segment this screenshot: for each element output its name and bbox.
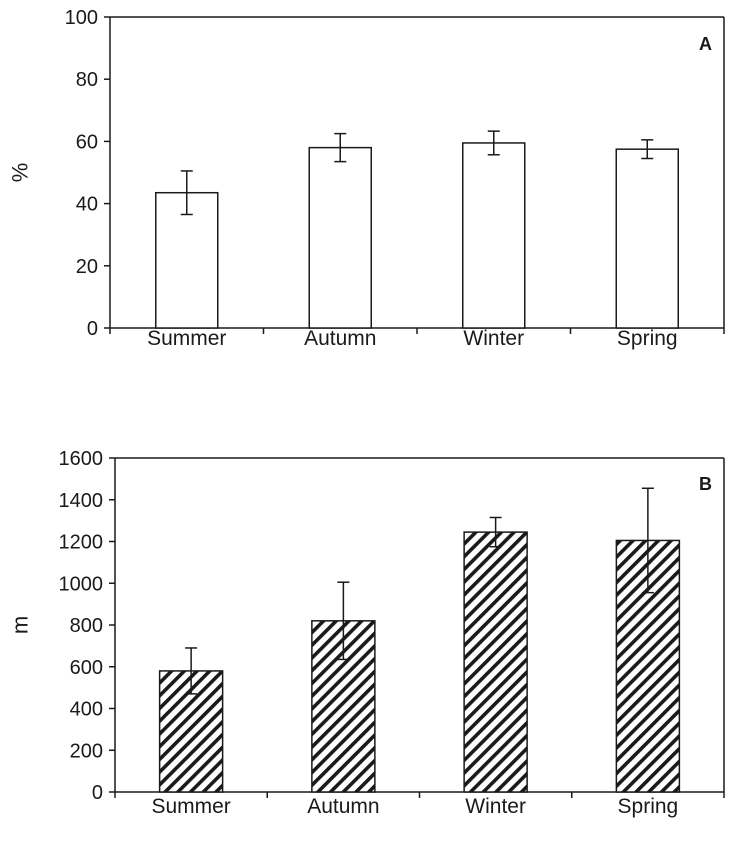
panel-a-y-tick-label: 0 (87, 318, 98, 340)
panel-b-y-tick-label: 1600 (59, 448, 104, 470)
panel-a-y-tick-label: 40 (76, 194, 98, 216)
panel-b-category-label: Spring (618, 795, 679, 818)
panel-b-bar-winter (463, 531, 528, 793)
panel-b-category-label: Winter (465, 795, 526, 818)
panel-b-y-tick-label: 200 (70, 740, 103, 762)
panel-a-y-axis-title: % (8, 163, 33, 183)
panel-b-y-tick-label: 0 (92, 782, 103, 804)
panel-b-category-label: Summer (151, 795, 230, 818)
panel-a-bar-summer (155, 191, 219, 329)
panel-a-y-tick-label: 60 (76, 131, 98, 153)
panel-b-y-tick-label: 1400 (59, 490, 104, 512)
panel-b-y-tick-label: 400 (70, 699, 103, 721)
panel-a-y-tick-label: 100 (65, 7, 98, 29)
panel-a-category-label: Spring (617, 327, 678, 350)
panel-a-chart: 0 20 40 60 80 100 Summer Autumn Winter Spring% A (8, 7, 725, 350)
panel-b-chart: 0 200 400 600 800 1000 1200 1400 1600 Summer Autum… (8, 448, 725, 818)
panel-a-panel-letter: A (699, 34, 712, 54)
panel-b-y-tick-label: 800 (70, 615, 103, 637)
panel-a-y-tick-label: 80 (76, 69, 98, 91)
panel-b-y-tick-label: 600 (70, 657, 103, 679)
panel-a-y-tick-label: 20 (76, 256, 98, 278)
panel-b-y-axis-title: m (8, 616, 33, 634)
panel-b-y-tick-label: 1000 (59, 573, 104, 595)
panel-a-bar-spring (615, 148, 679, 329)
panel-b-category-label: Autumn (307, 795, 379, 818)
panel-b-bar-autumn (311, 620, 376, 793)
panel-a-category-label: Winter (463, 327, 524, 350)
panel-a-category-label: Summer (147, 327, 226, 350)
panel-b-y-tick-label: 1200 (59, 532, 104, 554)
panel-a-bar-winter (462, 142, 526, 329)
panel-b-panel-letter: B (699, 474, 712, 494)
panel-a-bar-autumn (308, 146, 372, 329)
panel-a-category-label: Autumn (304, 327, 376, 350)
